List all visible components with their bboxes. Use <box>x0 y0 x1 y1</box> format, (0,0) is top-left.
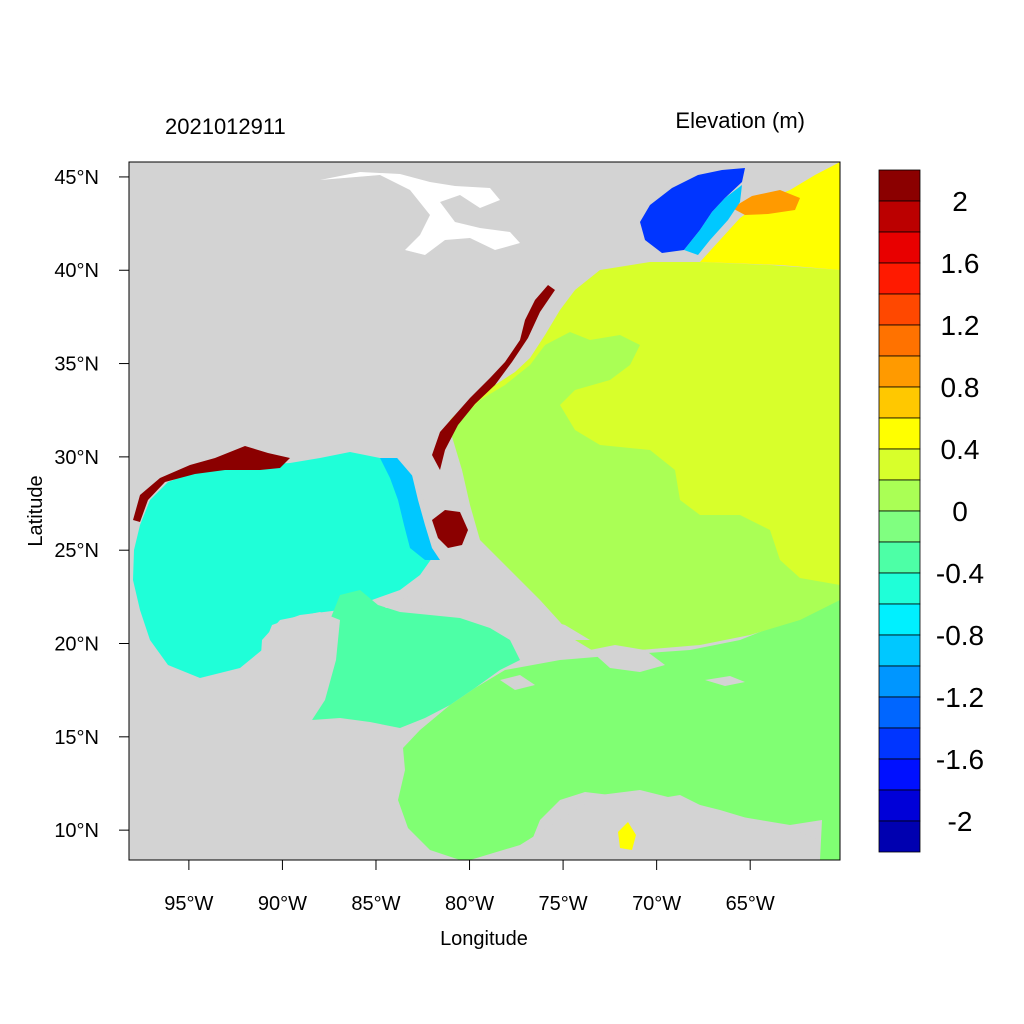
yucatan-peninsula <box>260 612 340 720</box>
florida-keys-positive <box>432 510 468 548</box>
colorbar-label: 1.2 <box>941 310 980 341</box>
colorbar-bin <box>878 572 921 605</box>
colorbar-bin <box>878 696 921 729</box>
map-title: Elevation (m) <box>675 108 805 133</box>
colorbar-label: 0 <box>952 496 968 527</box>
colorbar-bin <box>878 324 921 357</box>
great-lakes <box>320 172 520 255</box>
colorbar-bin <box>878 386 921 419</box>
gulf-of-mexico <box>133 452 432 678</box>
gulf-of-maine-low <box>640 168 745 253</box>
y-tick-label: 25°N <box>54 540 99 562</box>
caribbean-sea <box>312 590 520 728</box>
colorbar-label: -2 <box>948 806 973 837</box>
colorbar-bin <box>878 262 921 295</box>
hispaniola-island <box>590 645 665 672</box>
timestamp-label: 2021012911 <box>165 114 286 139</box>
colorbar-label: -0.8 <box>936 620 984 651</box>
colorbar-bin <box>878 634 921 667</box>
jamaica-island <box>500 675 535 690</box>
x-tick-label: 85°W <box>351 893 400 915</box>
y-tick-label: 40°N <box>54 260 99 282</box>
colorbar-label: 2 <box>952 186 968 217</box>
x-tick-label: 70°W <box>632 893 681 915</box>
florida-shelf-low <box>380 458 440 560</box>
colorbar-label: 1.6 <box>941 248 980 279</box>
colorbar-bin <box>878 820 921 853</box>
colorbar-label: -1.6 <box>936 744 984 775</box>
east-coast-positive <box>432 285 555 470</box>
colorbar-bin <box>878 479 921 512</box>
colorbar-label: 0.8 <box>941 372 980 403</box>
colorbar-bin <box>878 169 921 202</box>
colorbar-bin <box>878 541 921 574</box>
colorbar-bin <box>878 448 921 481</box>
colorbar-bin <box>878 355 921 388</box>
colorbar-bin <box>878 510 921 543</box>
y-tick-label: 45°N <box>54 167 99 189</box>
gulf-of-maine-transition <box>684 185 742 255</box>
colorbar-bin <box>878 417 921 450</box>
colorbar-bin <box>878 231 921 264</box>
colorbar: 2 1.6 1.2 0.8 0.4 0 -0.4 -0.8 -1.2 -1.6 -2 <box>878 169 984 853</box>
maracaibo-gulf <box>618 822 636 850</box>
colorbar-bin <box>878 200 921 233</box>
x-tick-label: 80°W <box>445 893 494 915</box>
puerto-rico-island <box>705 676 745 686</box>
colorbar-bin <box>878 758 921 791</box>
colorbar-label: -0.4 <box>936 558 984 589</box>
x-tick-label: 90°W <box>258 893 307 915</box>
colorbar-bin <box>878 603 921 636</box>
north-positive-zone <box>732 190 800 215</box>
x-axis-label: Longitude <box>440 928 528 950</box>
atlantic-shelf-region <box>445 262 840 585</box>
plot-frame <box>128 161 841 861</box>
y-tick-label: 35°N <box>54 354 99 376</box>
y-axis-label: Latitude <box>25 475 47 546</box>
gulf-coast-positive <box>133 446 290 522</box>
y-tick-label: 10°N <box>54 820 99 842</box>
y-tick-label: 30°N <box>54 447 99 469</box>
colorbar-bin <box>878 665 921 698</box>
colorbar-label: 0.4 <box>941 434 980 465</box>
colorbar-label: -1.2 <box>936 682 984 713</box>
colorbar-bin <box>878 293 921 326</box>
colorbar-bin <box>878 789 921 822</box>
atlantic-south-region <box>398 560 840 860</box>
north-atlantic-high <box>700 162 840 270</box>
x-tick-label: 75°W <box>539 893 588 915</box>
y-tick-label: 15°N <box>54 727 99 749</box>
x-tick-label: 65°W <box>726 893 775 915</box>
cuba-island <box>385 590 590 640</box>
colorbar-bin <box>878 727 921 760</box>
south-america-coast <box>470 790 820 860</box>
map-plot-area <box>129 162 840 860</box>
x-axis: 95°W 90°W 85°W 80°W 75°W 70°W 65°W <box>164 860 775 915</box>
y-axis: 45°N 40°N 35°N 30°N 25°N 20°N 15°N 10°N <box>54 167 129 842</box>
x-tick-label: 95°W <box>164 893 213 915</box>
y-tick-label: 20°N <box>54 634 99 656</box>
